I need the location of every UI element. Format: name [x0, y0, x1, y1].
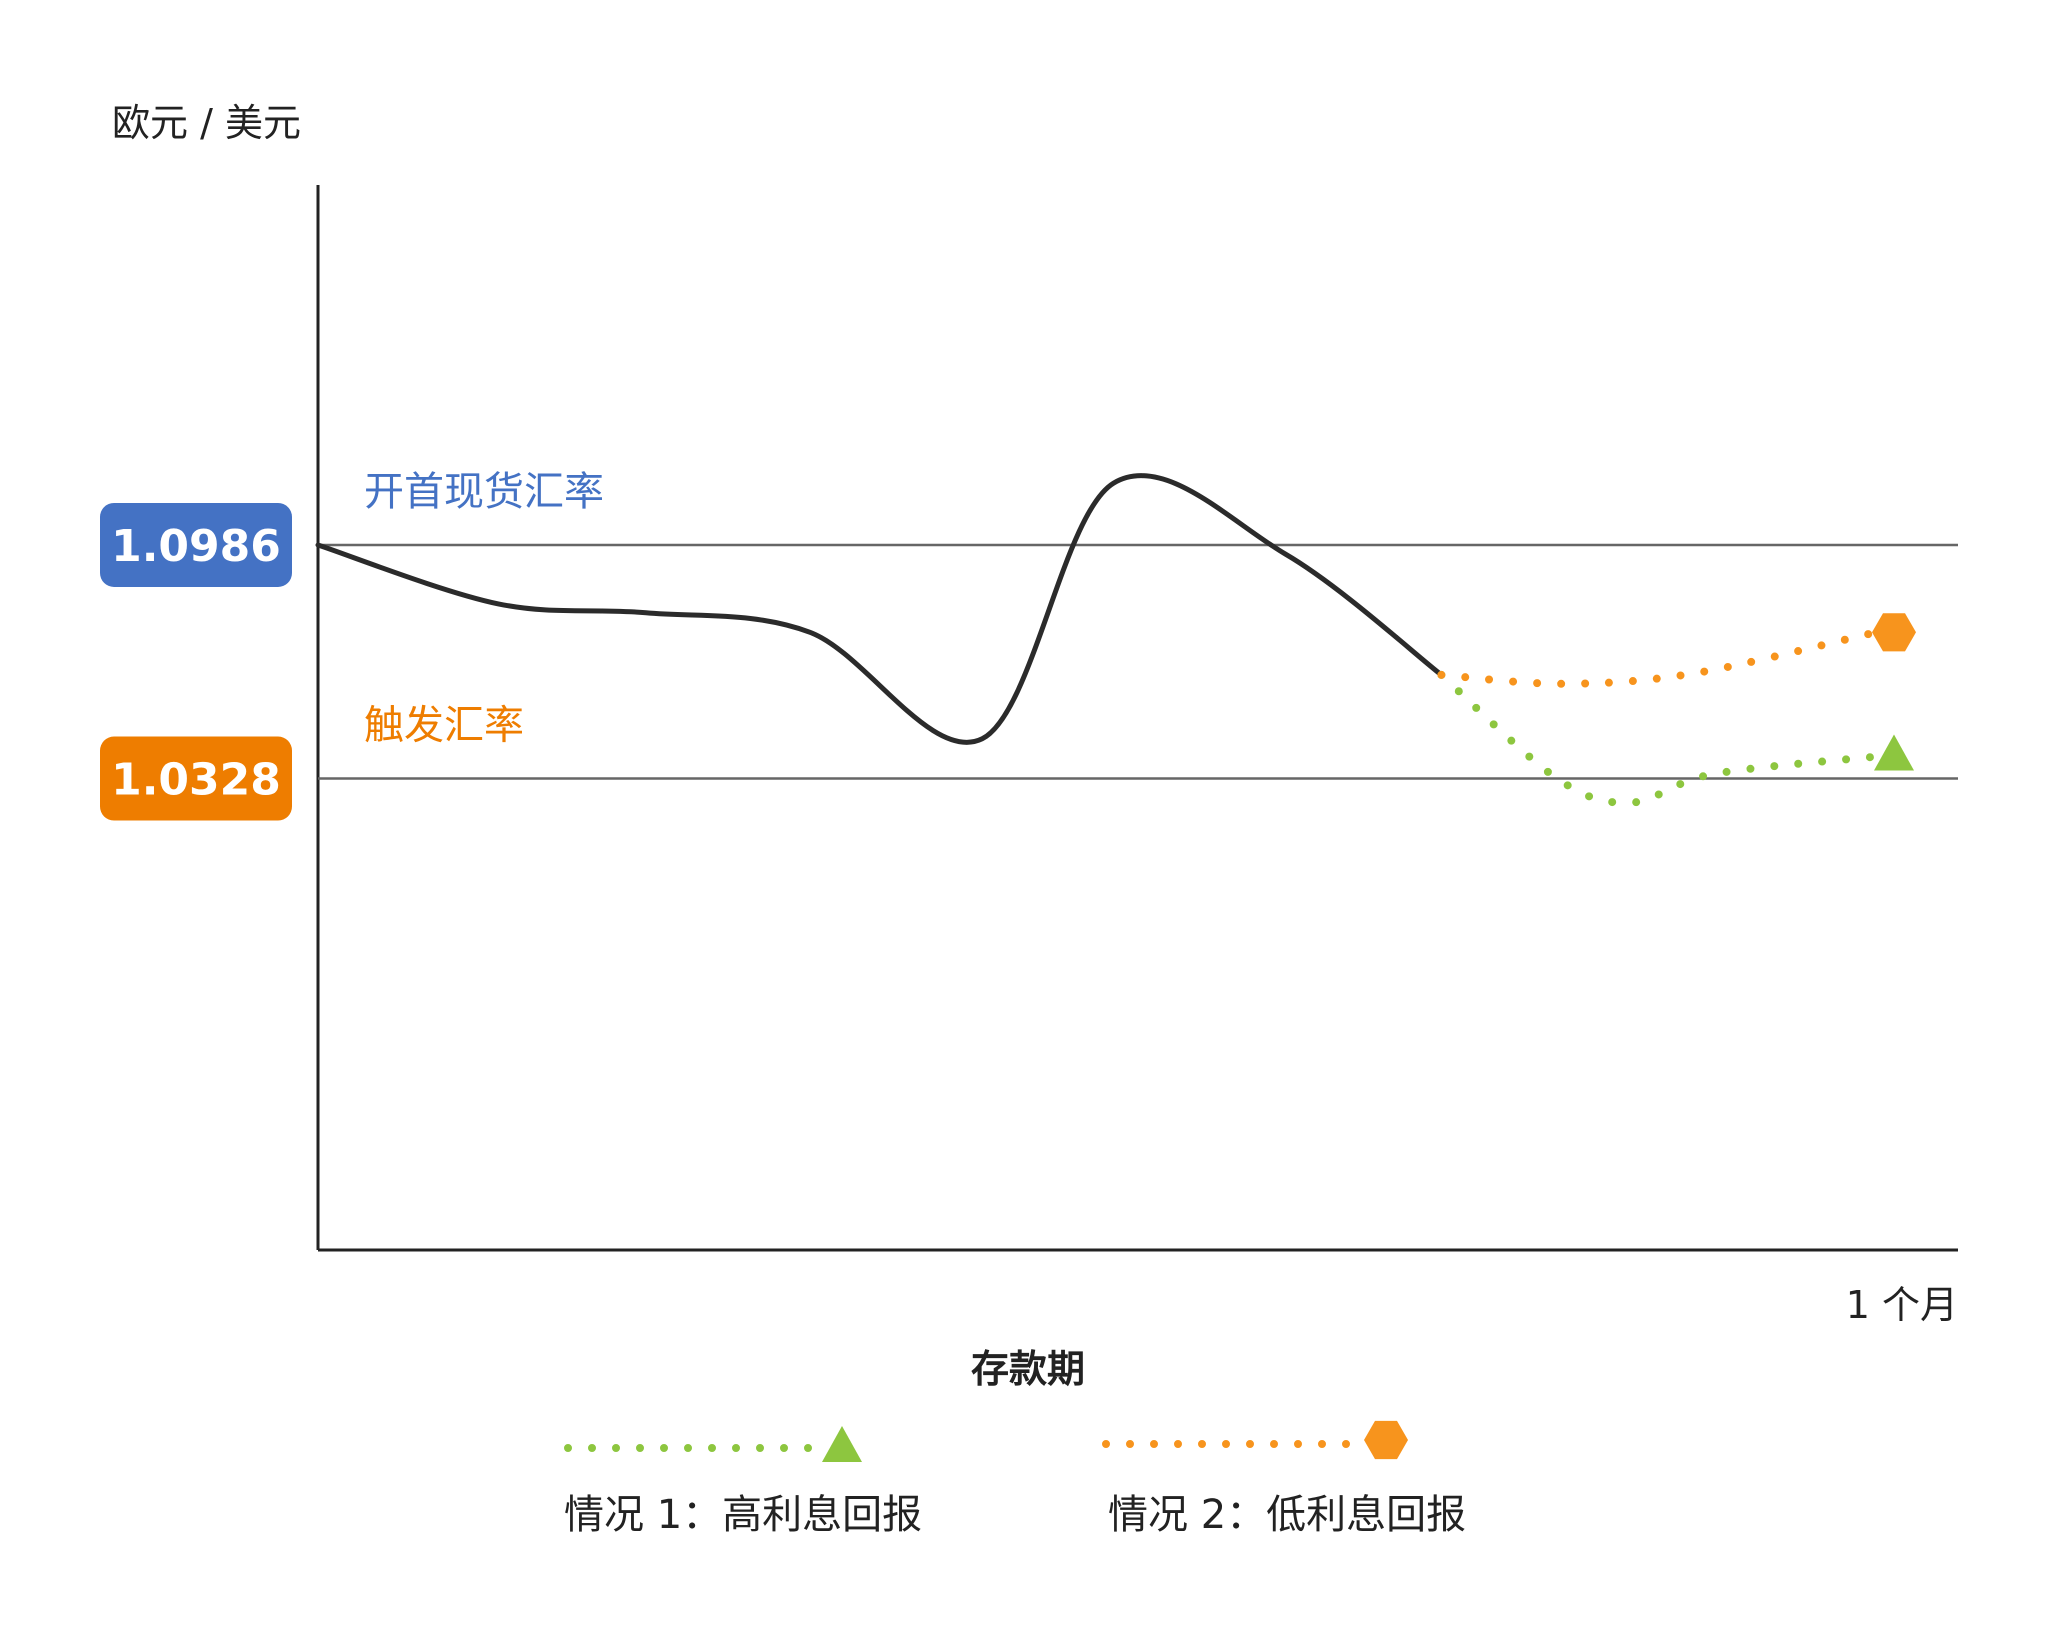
reference-line-trigger: 1.0328 触发汇率 — [100, 703, 1958, 821]
scenario-1-end-marker — [1874, 734, 1914, 771]
legend-label-scenario-1: 情况 1：高利息回报 — [564, 1492, 922, 1538]
scenario-2-end-marker — [1872, 613, 1916, 652]
legend-hexagon-icon — [1364, 1420, 1408, 1460]
y-axis-label: 欧元 / 美元 — [112, 101, 301, 145]
series-scenario-1-line — [1437, 670, 1880, 807]
legend: 情况 1：高利息回报 情况 2：低利息回报 — [564, 1420, 1466, 1538]
legend-triangle-icon — [822, 1426, 862, 1462]
spot-rate-value: 1.0986 — [111, 521, 281, 572]
trigger-rate-value: 1.0328 — [111, 755, 281, 806]
spot-rate-label: 开首现货汇率 — [364, 469, 604, 515]
trigger-rate-label: 触发汇率 — [364, 703, 524, 749]
x-axis-title: 存款期 — [971, 1347, 1085, 1391]
series-historical-line — [315, 473, 1444, 745]
reference-line-spot: 1.0986 开首现货汇率 — [100, 469, 1958, 587]
series-scenario-2-line — [1437, 628, 1880, 688]
spot-rate-badge — [100, 502, 292, 587]
x-axis-end-label: 1 个月 — [1846, 1283, 1958, 1327]
trigger-rate-badge — [100, 736, 292, 821]
legend-label-scenario-2: 情况 2：低利息回报 — [1108, 1492, 1466, 1538]
